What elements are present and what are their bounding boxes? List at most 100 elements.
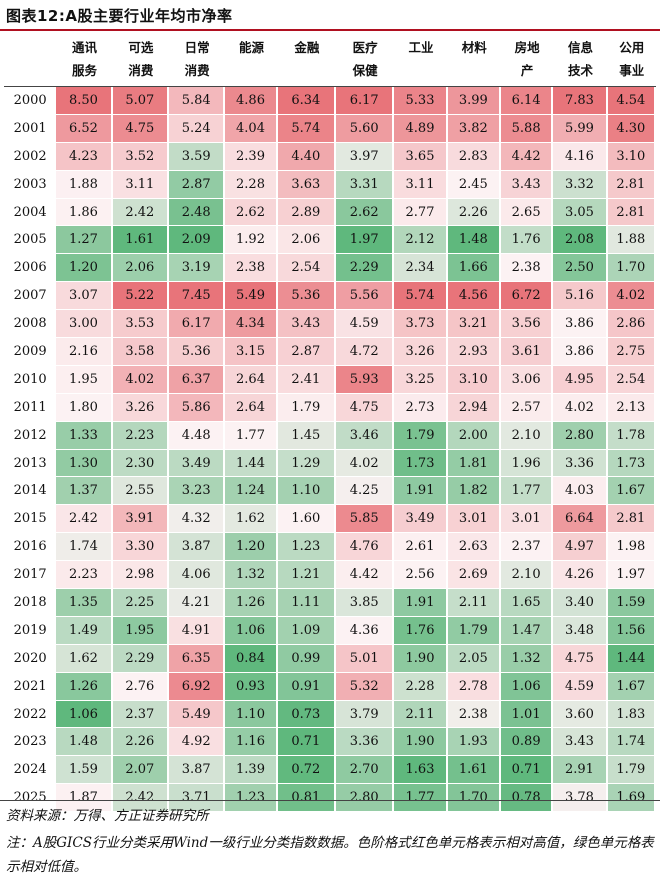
year-cell: 2021 xyxy=(4,673,57,701)
value-cell: 1.73 xyxy=(607,449,656,478)
value-cell: 2.13 xyxy=(607,393,656,422)
value-cell: 1.97 xyxy=(336,226,395,255)
header-line-2: 事业 xyxy=(619,63,645,78)
value-cell: 5.88 xyxy=(500,114,554,143)
value-cell: 1.33 xyxy=(56,421,113,450)
value-cell: 2.62 xyxy=(225,198,278,227)
value-cell: 6.34 xyxy=(277,87,336,115)
value-cell: 0.72 xyxy=(277,756,336,785)
value-cell: 1.76 xyxy=(500,226,554,255)
table-row: 2021 1.26 2.76 6.92 0.93 0.91 5.32 2.28 2.78 1.06… xyxy=(4,672,656,701)
value-cell: 1.77 xyxy=(394,784,448,813)
value-cell: 4.16 xyxy=(553,142,608,171)
value-cell: 3.58 xyxy=(112,338,169,366)
value-cell: 4.59 xyxy=(336,310,395,339)
value-cell: 5.84 xyxy=(169,87,226,115)
table-row: 2022 1.06 2.37 5.49 1.10 0.73 3.79 2.11 2.38 1.01… xyxy=(4,700,656,729)
value-cell: 3.49 xyxy=(169,449,226,478)
year-cell: 2004 xyxy=(4,199,57,227)
value-cell: 1.48 xyxy=(56,728,113,757)
value-cell: 4.95 xyxy=(553,365,608,394)
value-cell: 2.87 xyxy=(277,338,336,366)
value-cell: 4.48 xyxy=(169,421,226,450)
value-cell: 2.98 xyxy=(112,561,169,590)
year-cell: 2012 xyxy=(4,422,57,450)
value-cell: 2.81 xyxy=(607,170,656,199)
value-cell: 3.87 xyxy=(169,533,226,562)
table-row: 2012 1.33 2.23 4.48 1.77 1.45 3.46 1.79 2.00 2.10… xyxy=(4,421,656,450)
value-cell: 6.52 xyxy=(56,114,113,143)
value-cell: 4.40 xyxy=(277,142,336,171)
value-cell: 4.42 xyxy=(336,561,395,590)
value-cell: 2.75 xyxy=(607,338,656,366)
value-cell: 0.93 xyxy=(225,672,278,701)
table-row: 2010 1.95 4.02 6.37 2.64 2.41 5.93 3.25 3.10 3.06… xyxy=(4,365,656,394)
value-cell: 2.65 xyxy=(500,198,554,227)
value-cell: 3.82 xyxy=(447,114,501,143)
value-cell: 2.45 xyxy=(447,170,501,199)
value-cell: 5.16 xyxy=(553,282,608,311)
value-cell: 0.91 xyxy=(277,672,336,701)
value-cell: 5.60 xyxy=(336,114,395,143)
value-cell: 3.86 xyxy=(553,338,608,366)
header-sector: 房地产 xyxy=(500,32,554,87)
value-cell: 4.34 xyxy=(225,310,278,339)
value-cell: 1.60 xyxy=(277,505,336,534)
value-cell: 1.93 xyxy=(447,728,501,757)
value-cell: 5.36 xyxy=(277,282,336,311)
value-cell: 3.36 xyxy=(553,449,608,478)
table-row: 2000 8.50 5.07 5.84 4.86 6.34 6.17 5.33 3.99 6.14… xyxy=(4,87,656,115)
value-cell: 0.73 xyxy=(277,700,336,729)
value-cell: 3.87 xyxy=(169,756,226,785)
value-cell: 1.77 xyxy=(225,421,278,450)
value-cell: 1.69 xyxy=(607,784,656,813)
header-sector: 通讯 服务 xyxy=(56,32,113,87)
value-cell: 1.26 xyxy=(56,672,113,701)
header-line-1: 工业 xyxy=(408,40,434,55)
value-cell: 2.81 xyxy=(607,505,656,534)
value-cell: 1.79 xyxy=(447,616,501,645)
value-cell: 2.16 xyxy=(56,338,113,366)
value-cell: 4.59 xyxy=(553,672,608,701)
value-cell: 1.59 xyxy=(56,756,113,785)
value-cell: 4.54 xyxy=(607,87,656,115)
value-cell: 1.67 xyxy=(607,477,656,506)
value-cell: 0.99 xyxy=(277,644,336,673)
value-cell: 2.56 xyxy=(394,561,448,590)
source-text: 资料来源：万得、方正证券研究所 xyxy=(6,808,209,824)
value-cell: 2.61 xyxy=(394,533,448,562)
value-cell: 5.93 xyxy=(336,365,395,394)
value-cell: 4.75 xyxy=(336,393,395,422)
value-cell: 3.30 xyxy=(112,533,169,562)
value-cell: 3.46 xyxy=(336,421,395,450)
value-cell: 1.86 xyxy=(56,198,113,227)
value-cell: 0.78 xyxy=(500,784,554,813)
value-cell: 2.54 xyxy=(607,365,656,394)
value-cell: 3.06 xyxy=(500,365,554,394)
value-cell: 1.23 xyxy=(277,533,336,562)
value-cell: 1.09 xyxy=(277,616,336,645)
table-row: 2019 1.49 1.95 4.91 1.06 1.09 4.36 1.76 1.79 1.47… xyxy=(4,616,656,645)
value-cell: 1.95 xyxy=(56,365,113,394)
value-cell: 4.92 xyxy=(169,728,226,757)
value-cell: 1.83 xyxy=(607,700,656,729)
value-cell: 4.21 xyxy=(169,589,226,617)
value-cell: 2.41 xyxy=(277,365,336,394)
value-cell: 2.38 xyxy=(500,254,554,283)
value-cell: 2.89 xyxy=(277,198,336,227)
year-cell: 2000 xyxy=(4,87,57,115)
value-cell: 1.96 xyxy=(500,449,554,478)
value-cell: 3.49 xyxy=(394,505,448,534)
value-cell: 1.44 xyxy=(225,449,278,478)
value-cell: 2.06 xyxy=(277,226,336,255)
value-cell: 2.70 xyxy=(336,756,395,785)
value-cell: 2.34 xyxy=(394,254,448,283)
value-cell: 1.47 xyxy=(500,616,554,645)
value-cell: 2.50 xyxy=(553,254,608,283)
value-cell: 2.91 xyxy=(553,756,608,785)
value-cell: 6.92 xyxy=(169,672,226,701)
value-cell: 1.48 xyxy=(447,226,501,255)
value-cell: 5.74 xyxy=(277,114,336,143)
value-cell: 4.02 xyxy=(336,449,395,478)
value-cell: 6.14 xyxy=(500,87,554,115)
